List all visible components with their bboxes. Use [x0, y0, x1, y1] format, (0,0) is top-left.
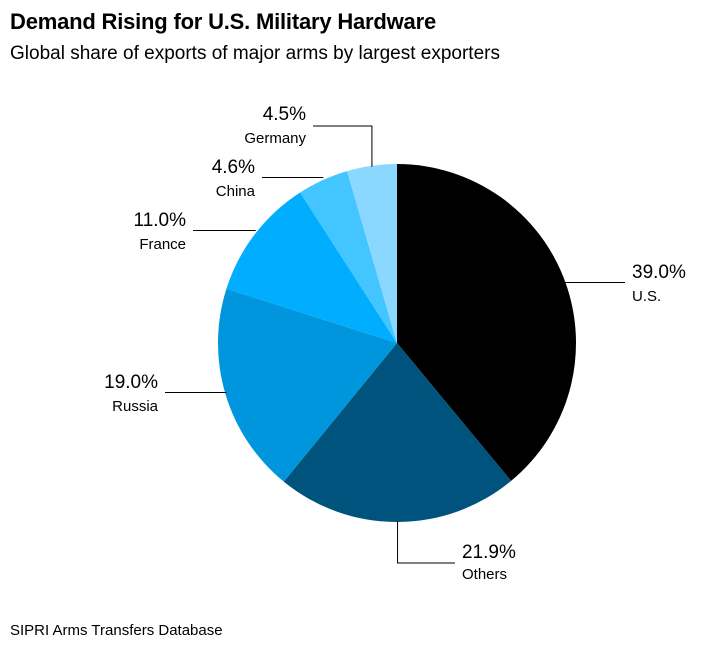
slice-france [226, 192, 397, 343]
value-label-france: 11.0% [134, 210, 187, 231]
value-label-china: 4.6% [212, 157, 255, 178]
leader-lines [165, 125, 625, 564]
value-label-russia: 19.0% [104, 372, 158, 393]
source-note: SIPRI Arms Transfers Database [10, 622, 223, 639]
slice-china [300, 171, 397, 343]
slice-russia [218, 288, 397, 482]
category-label-france: France [139, 236, 186, 253]
category-label-china: China [216, 183, 256, 200]
pie-slices [218, 164, 577, 523]
leader-others [397, 520, 455, 564]
value-label-germany: 4.5% [263, 104, 306, 125]
slice-u-s [397, 164, 577, 481]
chart-title: Demand Rising for U.S. Military Hardware [10, 9, 436, 34]
value-label-u-s: 39.0% [632, 262, 686, 283]
leader-germany [313, 125, 373, 167]
slice-labels: 39.0% U.S. 21.9% Others 19.0% Russia 11.0% Fran… [104, 104, 686, 583]
category-label-others: Others [462, 566, 507, 583]
slice-germany [347, 164, 397, 343]
category-label-germany: Germany [244, 130, 306, 147]
chart-subtitle: Global share of exports of major arms by… [10, 43, 500, 64]
value-label-others: 21.9% [462, 542, 516, 563]
category-label-russia: Russia [112, 398, 159, 415]
slice-others [283, 343, 512, 523]
category-label-u-s: U.S. [632, 288, 661, 305]
